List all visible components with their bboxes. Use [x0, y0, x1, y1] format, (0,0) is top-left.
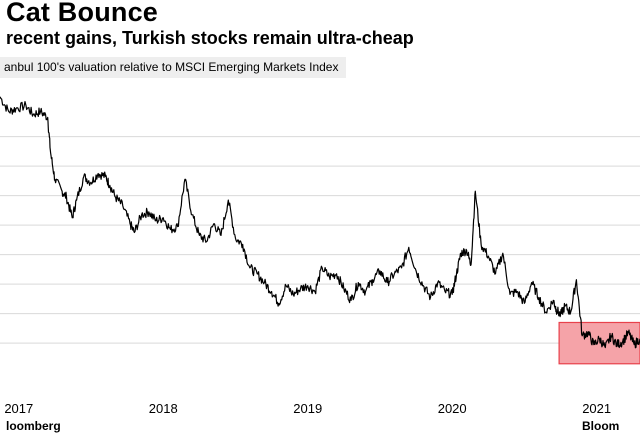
x-tick-label-2019: 2019 — [293, 401, 322, 416]
chart-title: Cat Bounce — [6, 0, 159, 27]
series-line-0 — [0, 96, 640, 349]
gridlines — [0, 136, 640, 344]
chart-subtitle: recent gains, Turkish stocks remain ultr… — [6, 28, 414, 48]
x-tick-label-2017: 2017 — [4, 401, 33, 416]
x-tick-label-2021: 2021 — [582, 401, 611, 416]
brand-label: Bloom — [582, 419, 620, 433]
x-tick-label-2018: 2018 — [149, 401, 178, 416]
x-axis-ticks: 2017 2018 2019 2020 2021 — [4, 401, 611, 416]
x-tick-label-2020: 2020 — [438, 401, 467, 416]
series-lines — [0, 96, 640, 349]
legend-entry: anbul 100's valuation relative to MSCI E… — [0, 57, 347, 78]
source-label: loomberg — [6, 419, 61, 433]
